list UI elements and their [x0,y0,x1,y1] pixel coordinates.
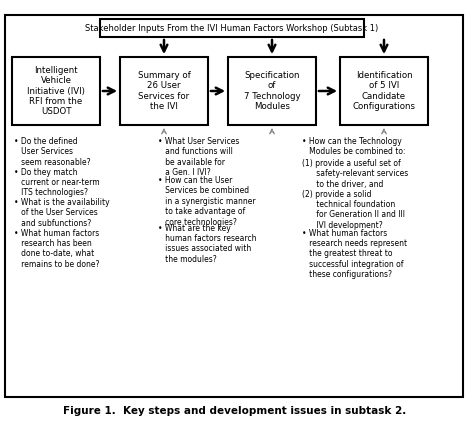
Text: (1) provide a useful set of
      safety-relevant services
      to the driver, : (1) provide a useful set of safety-relev… [302,159,408,189]
Bar [12,57,100,125]
Bar [5,15,463,397]
Text: • How can the User
   Services be combined
   in a synergistic manner
   to take: • How can the User Services be combined … [158,176,256,227]
Text: • Do the defined
   User Services
   seem reasonable?: • Do the defined User Services seem reas… [14,137,91,167]
Text: • What is the availability
   of the User Services
   and subfunctions?: • What is the availability of the User S… [14,198,110,228]
Text: • What User Services
   and functions will
   be available for
   a Gen. I IVI?: • What User Services and functions will … [158,137,239,177]
Text: Summary of
26 User
Services for
the IVI: Summary of 26 User Services for the IVI [138,71,190,111]
Bar [340,57,428,125]
Text: • What human factors
   research needs represent
   the greatest threat to
   su: • What human factors research needs repr… [302,229,407,279]
Text: Figure 1.  Key steps and development issues in subtask 2.: Figure 1. Key steps and development issu… [63,406,407,416]
Bar [228,57,316,125]
Bar [120,57,208,125]
Text: Intelligent
Vehicle
Initiative (IVI)
RFI from the
USDOT: Intelligent Vehicle Initiative (IVI) RFI… [27,66,85,116]
Text: • What human factors
   research has been
   done to-date, what
   remains to be: • What human factors research has been d… [14,229,100,269]
Text: • How can the Technology
   Modules be combined to:: • How can the Technology Modules be comb… [302,137,406,156]
Text: • What are the key
   human factors research
   issues associated with
   the mo: • What are the key human factors researc… [158,224,257,264]
Bar [100,19,364,37]
Text: (2) provide a solid
      technical foundation
      for Generation II and III
 : (2) provide a solid technical foundation… [302,190,405,230]
Text: • Do they match
   current or near-term
   ITS technologies?: • Do they match current or near-term ITS… [14,167,100,197]
Text: Specification
of
7 Technology
Modules: Specification of 7 Technology Modules [243,71,300,111]
Text: Identification
of 5 IVI
Candidate
Configurations: Identification of 5 IVI Candidate Config… [352,71,415,111]
Text: Stakeholder Inputs From the IVI Human Factors Workshop (Subtask 1): Stakeholder Inputs From the IVI Human Fa… [86,23,379,32]
